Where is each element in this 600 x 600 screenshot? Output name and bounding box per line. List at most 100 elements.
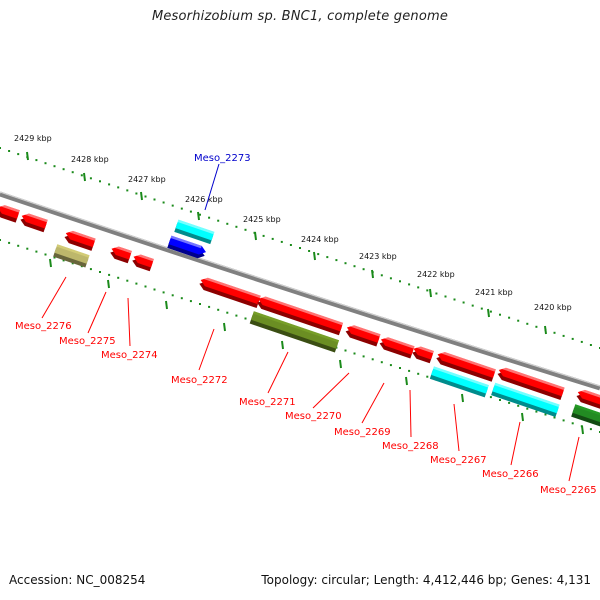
gene-label-meso-2265[interactable]: Meso_2265 [540, 485, 597, 496]
inner-scale-dot [571, 422, 574, 425]
gene-label-meso-2276[interactable]: Meso_2276 [15, 321, 72, 332]
gene-meso-2277b[interactable] [19, 212, 48, 233]
kbp-labels: 2429 kbp 2428 kbp 2427 kbp 2426 kbp 2425 kbp… [14, 134, 572, 312]
gene-meso-2273[interactable] [174, 219, 215, 245]
inner-scale-dot [226, 311, 229, 314]
outer-scale-tick [371, 269, 374, 279]
gene-label-meso-2266[interactable]: Meso_2266 [482, 469, 539, 480]
outer-scale-dot [317, 253, 320, 256]
gene-front-face [572, 404, 600, 424]
kbp-label: 2429 kbp [14, 134, 52, 143]
outer-scale-dot [0, 147, 1, 149]
inner-scale-dot [180, 297, 183, 300]
outer-scale-dot [444, 295, 447, 298]
outer-scale-dot [271, 237, 274, 240]
inner-scale-dot [26, 247, 29, 250]
inner-scale-dot [171, 294, 174, 297]
gene-label-leader [87, 291, 107, 334]
outer-scale-dot [280, 240, 283, 243]
gene-meso-2271a[interactable] [256, 295, 344, 336]
gene-label-meso-2267[interactable]: Meso_2267 [430, 455, 487, 466]
gene-label-meso-2273[interactable]: Meso_2273 [194, 153, 251, 164]
inner-scale-dot [562, 419, 565, 422]
gene-highlight [115, 245, 132, 254]
gene-meso-2265a[interactable] [575, 388, 600, 410]
gene-label-leader [204, 163, 220, 211]
outer-scale-dot [99, 180, 101, 183]
genome-backbone [0, 191, 600, 391]
gene-highlight [56, 244, 90, 258]
gene-highlight [581, 388, 600, 400]
outer-scale-dot [580, 340, 583, 343]
inner-scale-dot [62, 259, 65, 262]
gene-highlight [441, 351, 496, 372]
inner-scale-dot [144, 285, 147, 288]
outer-scale-dot [508, 316, 511, 319]
gene-meso-2277[interactable] [0, 203, 20, 223]
gene-features[interactable] [0, 203, 600, 428]
gene-meso-2273-arrow[interactable] [167, 235, 207, 261]
gene-meso-2265[interactable] [571, 404, 600, 428]
outer-scale-tick [83, 172, 86, 182]
gene-highlight [25, 212, 48, 223]
gene-front-face [168, 235, 206, 255]
gene-meso-2271[interactable] [249, 311, 340, 353]
outer-scale-dot [571, 337, 574, 340]
gene-label-meso-2275[interactable]: Meso_2275 [59, 336, 116, 347]
outer-scale-dot [153, 198, 156, 201]
outer-scale-tick [313, 251, 316, 261]
kbp-label: 2428 kbp [71, 155, 109, 164]
gene-meso-2266a[interactable] [496, 366, 565, 400]
gene-meso-2269[interactable] [378, 335, 415, 359]
outer-scale-dot [44, 162, 47, 165]
inner-scale-tick [49, 258, 52, 268]
gene-highlight [170, 235, 202, 249]
gene-meso-2266[interactable] [491, 382, 560, 417]
inner-scale-dot [44, 253, 47, 256]
gene-labels[interactable]: Meso_2273 Meso_2276 Meso_2275 Meso_2274 Meso… [15, 153, 597, 496]
gene-meso-2267[interactable] [429, 366, 489, 398]
outer-scale-dot [208, 216, 211, 219]
gene-meso-2272[interactable] [198, 276, 261, 309]
gene-front-face [498, 367, 565, 397]
gene-highlight [137, 253, 154, 262]
gene-meso-2274[interactable] [131, 253, 154, 272]
gene-label-meso-2272[interactable]: Meso_2272 [171, 375, 228, 386]
outer-scale-dot [62, 168, 65, 171]
kbp-label: 2425 kbp [243, 215, 281, 224]
gene-highlight [350, 324, 381, 337]
gene-label-meso-2269[interactable]: Meso_2269 [334, 427, 391, 438]
gene-front-face [492, 382, 560, 414]
outer-scale-dot [589, 344, 592, 346]
gene-label-meso-2274[interactable]: Meso_2274 [101, 350, 158, 361]
outer-scale-tick [254, 231, 257, 241]
outer-scale-dot [417, 286, 420, 289]
inner-scale-tick [107, 279, 110, 289]
gene-meso-2275[interactable] [109, 245, 132, 264]
gene-meso-2267a[interactable] [435, 350, 496, 382]
outer-scale-dot [299, 247, 301, 249]
kbp-label: 2426 kbp [185, 195, 223, 204]
outer-scale-dot [426, 289, 429, 292]
gene-label-meso-2271[interactable]: Meso_2271 [239, 397, 296, 408]
gene-front-face [54, 244, 90, 264]
gene-label-meso-2268[interactable]: Meso_2268 [382, 441, 439, 452]
kbp-label: 2422 kbp [417, 270, 455, 279]
gene-label-leaders [41, 163, 580, 482]
gene-highlight [494, 382, 560, 408]
kbp-label: 2424 kbp [301, 235, 339, 244]
gene-label-leader [409, 389, 412, 438]
outer-scale-dot [480, 307, 483, 310]
gene-meso-2270[interactable] [344, 323, 381, 347]
gene-meso-2276[interactable] [53, 244, 90, 268]
backbone-line [0, 191, 600, 391]
gene-highlight [177, 219, 215, 235]
inner-scale-dot [199, 303, 201, 305]
gene-label-meso-2270[interactable]: Meso_2270 [285, 411, 342, 422]
inner-scale-dot [89, 268, 92, 271]
backbone-highlight [0, 191, 600, 387]
gene-meso-2268[interactable] [411, 345, 434, 364]
gene-meso-2276a[interactable] [63, 229, 96, 251]
inner-scale-dot [553, 416, 556, 419]
